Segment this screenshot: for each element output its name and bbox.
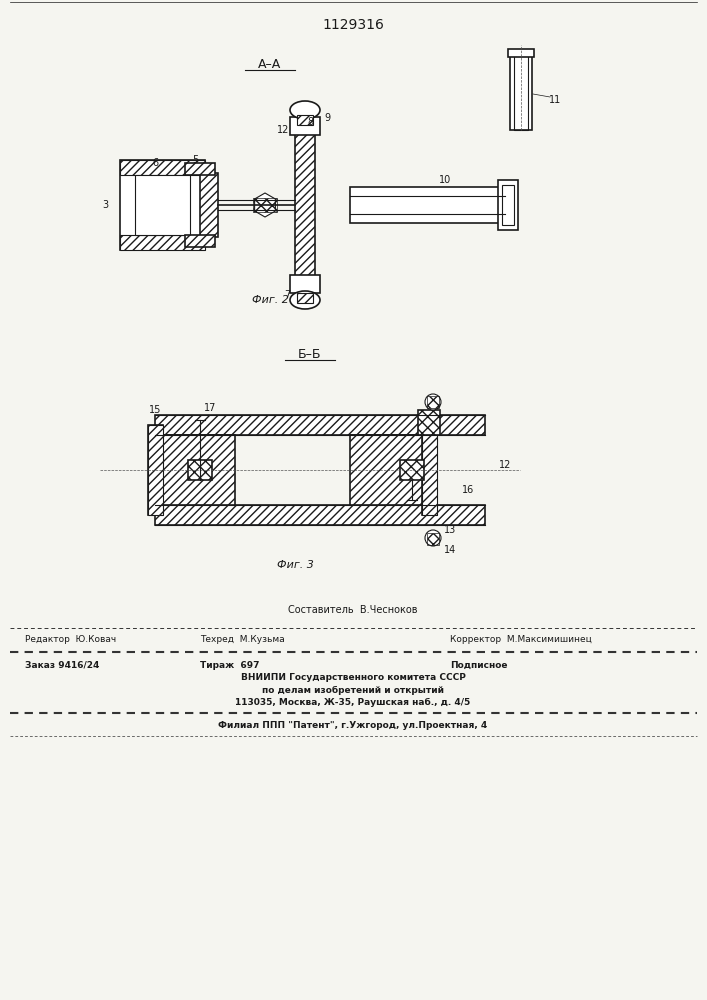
Text: 15: 15 (148, 405, 161, 415)
Text: 7: 7 (284, 290, 290, 300)
Text: Фиг. 2: Фиг. 2 (252, 295, 288, 305)
Text: 12: 12 (499, 460, 511, 470)
Bar (295, 130, 315, 280)
Bar (350, 187, 505, 223)
Bar (135, 175, 190, 235)
Bar (400, 460, 424, 480)
Text: 14: 14 (444, 545, 456, 555)
Bar (120, 235, 205, 250)
Bar (188, 460, 212, 480)
Bar (155, 435, 235, 505)
Bar (120, 160, 205, 250)
Bar (290, 117, 320, 135)
Text: Заказ 9416/24: Заказ 9416/24 (25, 660, 100, 670)
Text: 113035, Москва, Ж-35, Раушская наб., д. 4/5: 113035, Москва, Ж-35, Раушская наб., д. … (235, 697, 471, 707)
Text: 17: 17 (204, 403, 216, 413)
Text: 12: 12 (277, 125, 289, 135)
Bar (120, 160, 205, 175)
Text: ВНИИПИ Государственного комитета СССР: ВНИИПИ Государственного комитета СССР (240, 674, 465, 682)
Circle shape (425, 394, 441, 410)
Bar (148, 425, 163, 515)
Text: Составитель  В.Чесноков: Составитель В.Чесноков (288, 605, 418, 615)
Bar (200, 173, 218, 237)
Bar (253, 198, 277, 212)
Text: 16: 16 (462, 485, 474, 495)
Bar (422, 425, 437, 515)
Bar (155, 505, 485, 525)
Bar (498, 180, 518, 230)
Bar (185, 163, 215, 175)
Text: 8: 8 (307, 117, 313, 127)
Text: Корректор  М.Максимишинец: Корректор М.Максимишинец (450, 636, 592, 645)
Bar (427, 533, 439, 545)
Text: Тираж  697: Тираж 697 (200, 660, 259, 670)
Bar (290, 275, 320, 293)
Text: Филиал ППП "Патент", г.Ужгород, ул.Проектная, 4: Филиал ППП "Патент", г.Ужгород, ул.Проек… (218, 720, 488, 730)
Text: Фиг. 3: Фиг. 3 (276, 560, 313, 570)
Bar (427, 396, 439, 408)
Text: 5: 5 (192, 155, 198, 165)
Text: 3: 3 (102, 200, 108, 210)
Text: 13: 13 (444, 525, 456, 535)
Bar (185, 235, 215, 247)
Text: 6: 6 (152, 158, 158, 168)
Text: 1129316: 1129316 (322, 18, 384, 32)
Bar (422, 425, 437, 515)
Text: 9: 9 (324, 113, 330, 123)
Ellipse shape (290, 291, 320, 309)
Text: Подписное: Подписное (450, 660, 508, 670)
Text: 11: 11 (549, 95, 561, 105)
Text: Техред  М.Кузьма: Техред М.Кузьма (200, 636, 285, 645)
Bar (155, 415, 485, 435)
Text: Б–Б: Б–Б (298, 349, 322, 361)
Bar (514, 55, 528, 130)
Bar (418, 410, 440, 435)
Bar (508, 49, 534, 57)
Bar (297, 115, 313, 125)
Text: Редактор  Ю.Ковач: Редактор Ю.Ковач (25, 636, 116, 645)
Bar (148, 425, 163, 515)
Ellipse shape (290, 101, 320, 119)
Bar (350, 435, 430, 505)
Text: по делам изобретений и открытий: по делам изобретений и открытий (262, 685, 444, 695)
Bar (502, 185, 514, 225)
Bar (297, 293, 313, 303)
Bar (510, 55, 532, 130)
Text: А–А: А–А (258, 58, 281, 72)
Text: 10: 10 (439, 175, 451, 185)
Circle shape (425, 530, 441, 546)
